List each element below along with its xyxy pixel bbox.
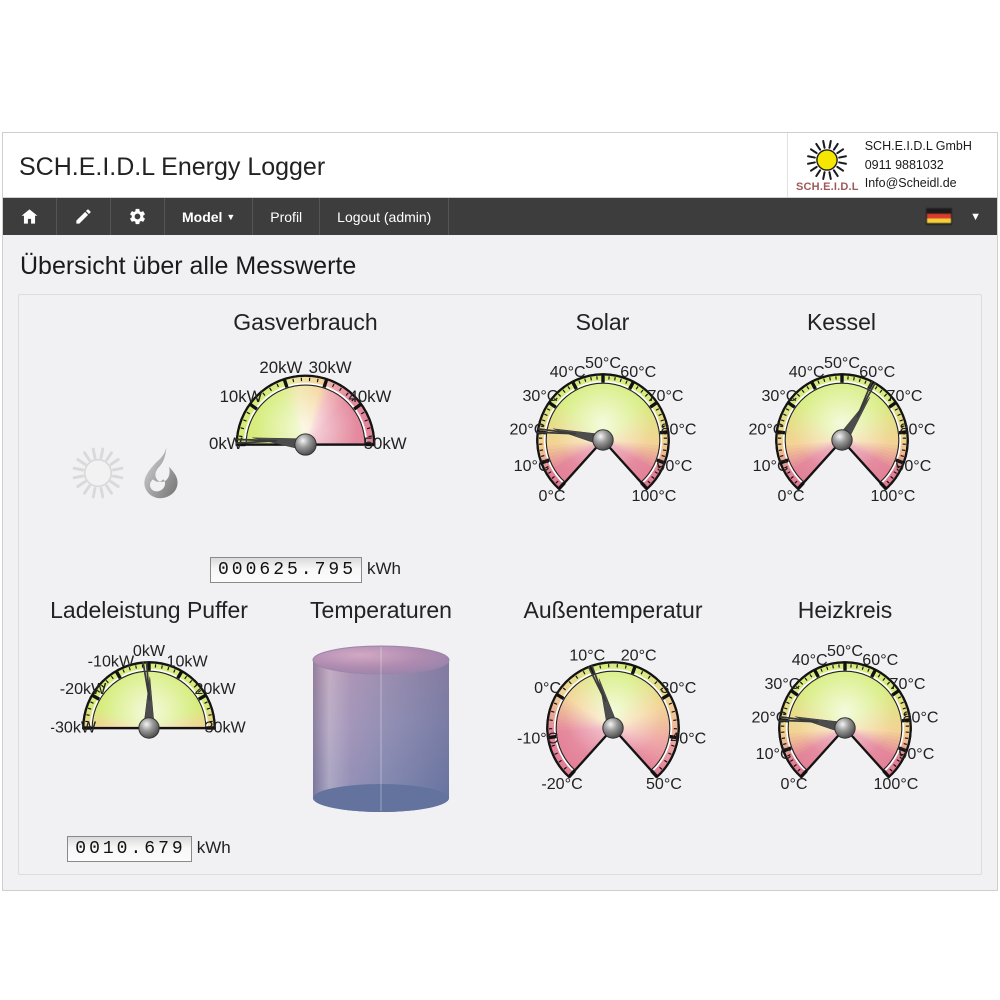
svg-text:30°C: 30°C [764, 675, 800, 693]
svg-text:40°C: 40°C [792, 651, 828, 669]
svg-text:100°C: 100°C [870, 487, 915, 505]
svg-text:60°C: 60°C [862, 651, 898, 669]
svg-text:40°C: 40°C [549, 363, 585, 381]
svg-text:0kW: 0kW [133, 642, 166, 660]
svg-text:10kW: 10kW [220, 387, 263, 406]
svg-text:30kW: 30kW [309, 358, 352, 377]
svg-text:80°C: 80°C [660, 421, 696, 439]
svg-text:100°C: 100°C [631, 487, 676, 505]
svg-text:60°C: 60°C [859, 363, 895, 381]
svg-text:90°C: 90°C [656, 457, 692, 475]
svg-text:20°C: 20°C [621, 647, 657, 665]
svg-text:10°C: 10°C [569, 647, 605, 665]
svg-text:80°C: 80°C [899, 421, 935, 439]
svg-text:0°C: 0°C [538, 487, 565, 505]
svg-text:20kW: 20kW [194, 680, 236, 698]
svg-text:0°C: 0°C [534, 679, 561, 697]
svg-text:10°C: 10°C [513, 457, 549, 475]
svg-text:40°C: 40°C [670, 730, 706, 748]
svg-text:30°C: 30°C [522, 387, 558, 405]
svg-text:70°C: 70°C [890, 675, 926, 693]
svg-text:90°C: 90°C [898, 745, 934, 763]
svg-text:-20°C: -20°C [541, 775, 583, 793]
svg-text:0°C: 0°C [781, 775, 808, 793]
svg-text:10kW: 10kW [167, 652, 209, 670]
svg-text:-30kW: -30kW [51, 718, 97, 736]
svg-text:70°C: 70°C [886, 387, 922, 405]
svg-text:70°C: 70°C [647, 387, 683, 405]
svg-text:-10kW: -10kW [88, 652, 135, 670]
svg-text:30°C: 30°C [660, 679, 696, 697]
svg-text:0°C: 0°C [777, 487, 804, 505]
svg-text:10°C: 10°C [756, 745, 792, 763]
svg-text:80°C: 80°C [903, 709, 939, 727]
svg-text:-10°C: -10°C [517, 730, 559, 748]
svg-text:40°C: 40°C [788, 363, 824, 381]
svg-text:40kW: 40kW [348, 387, 391, 406]
svg-text:10°C: 10°C [752, 457, 788, 475]
svg-text:30°C: 30°C [761, 387, 797, 405]
svg-text:60°C: 60°C [620, 363, 656, 381]
svg-text:50°C: 50°C [827, 642, 863, 660]
svg-text:20kW: 20kW [259, 358, 302, 377]
svg-text:20°C: 20°C [748, 421, 784, 439]
svg-text:50kW: 50kW [364, 434, 407, 453]
svg-text:50°C: 50°C [585, 354, 621, 372]
svg-text:100°C: 100°C [873, 775, 918, 793]
svg-text:50°C: 50°C [646, 775, 682, 793]
svg-text:50°C: 50°C [824, 354, 860, 372]
svg-text:30kW: 30kW [205, 718, 247, 736]
svg-text:-20kW: -20kW [60, 680, 107, 698]
svg-text:90°C: 90°C [895, 457, 931, 475]
